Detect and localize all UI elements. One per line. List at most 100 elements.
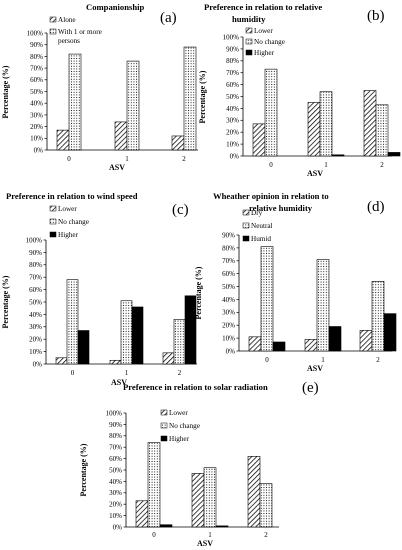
chart-panel-a: Companionship (a) 0% 10% 20% 30% 40% 50% 60% 70% 8… (1, 2, 198, 172)
chart-title-c-line-1: Preference in relation to wind speed (6, 191, 138, 201)
x-tick-label-c-0: 0 (71, 369, 75, 377)
y-tick-label-d-4: 40% (222, 296, 235, 304)
bar-b-lower-asv-1 (307, 102, 321, 157)
y-tick-label-e-2: 20% (109, 501, 122, 509)
y-tick-label-c-4: 40% (29, 311, 42, 319)
y-tick-label-d-5: 50% (222, 283, 235, 291)
y-tick-label-a-9: 90% (30, 41, 43, 49)
legend-label-a-0: Alone (58, 16, 76, 24)
chart-title-d-line-1: Wheather opinion in relation to (213, 191, 329, 201)
legend-label-b-1: No change (254, 38, 285, 46)
legend-label-line-a-1-0: With 1 or more (58, 28, 102, 36)
bar-c-no-change-asv-2 (173, 319, 186, 365)
y-axis-label-b: Percentage (%) (198, 70, 207, 123)
bar-c-no-change-asv-0 (66, 279, 79, 365)
y-tick-label-a-8: 80% (30, 53, 43, 61)
y-tick-label-a-0: 0% (34, 146, 44, 154)
bar-d-neutral-asv-0 (260, 246, 274, 352)
y-axis-label-e: Percentage (%) (79, 443, 88, 496)
chart-title-b-line-2: humidity (232, 14, 266, 24)
bar-e-higher-asv-0 (159, 524, 173, 528)
y-tick-label-b-9: 90% (226, 45, 239, 53)
chart-panel-e: Preference in relation to solar radiatio… (79, 380, 319, 548)
bar-d-neutral-asv-1 (316, 259, 330, 352)
y-tick-label-e-6: 60% (109, 455, 122, 463)
y-tick-label-c-0: 0% (33, 360, 43, 368)
bar-e-no-change-asv-0 (147, 442, 161, 528)
bar-d-humid-asv-0 (272, 341, 286, 352)
y-tick-label-d-3: 30% (222, 309, 235, 317)
y-axis-label-c: Percentage (%) (1, 275, 10, 328)
panel-label-e: (e) (302, 380, 319, 396)
y-tick-label-e-0: 0% (113, 523, 123, 531)
y-tick-label-d-9: 90% (222, 231, 235, 239)
legend-swatch-d-0 (242, 209, 250, 216)
y-tick-label-b-0: 0% (230, 152, 240, 160)
y-tick-label-d-2: 20% (222, 322, 235, 330)
y-tick-label-b-3: 30% (226, 117, 239, 125)
bar-c-higher-asv-0 (77, 330, 90, 365)
x-tick-label-e-2: 2 (264, 531, 268, 539)
y-tick-label-c-3: 30% (29, 323, 42, 331)
bar-b-higher-asv-1 (331, 154, 345, 157)
y-tick-label-e-9: 90% (109, 421, 122, 429)
bar-b-no-change-asv-0 (264, 68, 278, 157)
bar-b-higher-asv-2 (387, 152, 401, 157)
bar-e-lower-asv-0 (135, 500, 149, 528)
chart-title-a-line-1: Companionship (86, 2, 144, 12)
y-tick-label-c-2: 20% (29, 336, 42, 344)
y-axis-label-d: Percentage (%) (194, 266, 203, 319)
legend-swatch-b-2 (245, 49, 253, 56)
chart-title-d-line-2: relative humidity (249, 203, 313, 213)
bar-c-lower-asv-1 (109, 359, 122, 365)
y-axis-label-a: Percentage (%) (1, 65, 10, 118)
bar-b-no-change-asv-1 (319, 91, 333, 157)
y-tick-label-b-10: 100% (223, 33, 240, 41)
y-tick-label-c-5: 50% (29, 298, 42, 306)
bar-c-higher-asv-1 (131, 306, 144, 365)
bar-b-no-change-asv-2 (375, 104, 389, 157)
y-tick-label-a-10: 100% (27, 29, 44, 37)
x-tick-label-c-1: 1 (125, 369, 129, 377)
legend-label-e-1: No change (169, 422, 200, 430)
legend-swatch-a-1 (49, 28, 57, 35)
y-tick-label-b-7: 70% (226, 69, 239, 77)
x-axis-label-b: ASV (307, 169, 323, 178)
bar-a-alone-asv-1 (114, 121, 128, 151)
y-tick-label-c-1: 10% (29, 348, 42, 356)
y-tick-label-b-1: 10% (226, 141, 239, 149)
y-tick-label-a-7: 70% (30, 65, 43, 73)
bar-c-no-change-asv-1 (120, 300, 133, 365)
y-tick-label-c-9: 90% (29, 249, 42, 257)
legend-swatch-e-2 (160, 435, 168, 442)
legend-swatch-b-0 (245, 27, 253, 34)
y-tick-label-e-1: 10% (109, 512, 122, 520)
x-tick-label-a-1: 1 (125, 155, 129, 163)
chart-panel-b: Preference in relation to relative humidi… (198, 2, 401, 178)
bar-c-lower-asv-2 (162, 352, 175, 365)
y-tick-label-e-8: 80% (109, 432, 122, 440)
bar-c-higher-asv-2 (184, 295, 197, 365)
legend-label-e-2: Higher (169, 435, 190, 443)
bar-e-lower-asv-1 (191, 473, 205, 528)
bar-d-dry-asv-2 (359, 330, 373, 352)
bar-a-alone-asv-2 (171, 135, 185, 151)
legend-swatch-c-2 (49, 231, 57, 238)
panel-label-b: (b) (367, 8, 385, 24)
legend-label-d-1: Neutral (251, 222, 273, 230)
legend-swatch-e-0 (160, 409, 168, 416)
x-tick-label-b-0: 0 (269, 161, 273, 169)
x-tick-label-d-0: 0 (265, 356, 269, 364)
legend-label-line-a-1-1: persons (58, 37, 80, 45)
x-tick-label-c-2: 2 (178, 369, 182, 377)
y-tick-label-d-6: 60% (222, 270, 235, 278)
legend-label-c-1: No change (58, 218, 89, 226)
bar-a-with-1-or-more-persons-asv-2 (183, 46, 197, 151)
panel-label-a: (a) (160, 10, 177, 26)
legend-label-d-0: Dry (251, 209, 263, 217)
y-tick-label-d-1: 10% (222, 335, 235, 343)
bar-e-lower-asv-2 (247, 456, 261, 528)
legend-swatch-c-0 (49, 205, 57, 212)
y-tick-label-b-6: 60% (226, 81, 239, 89)
